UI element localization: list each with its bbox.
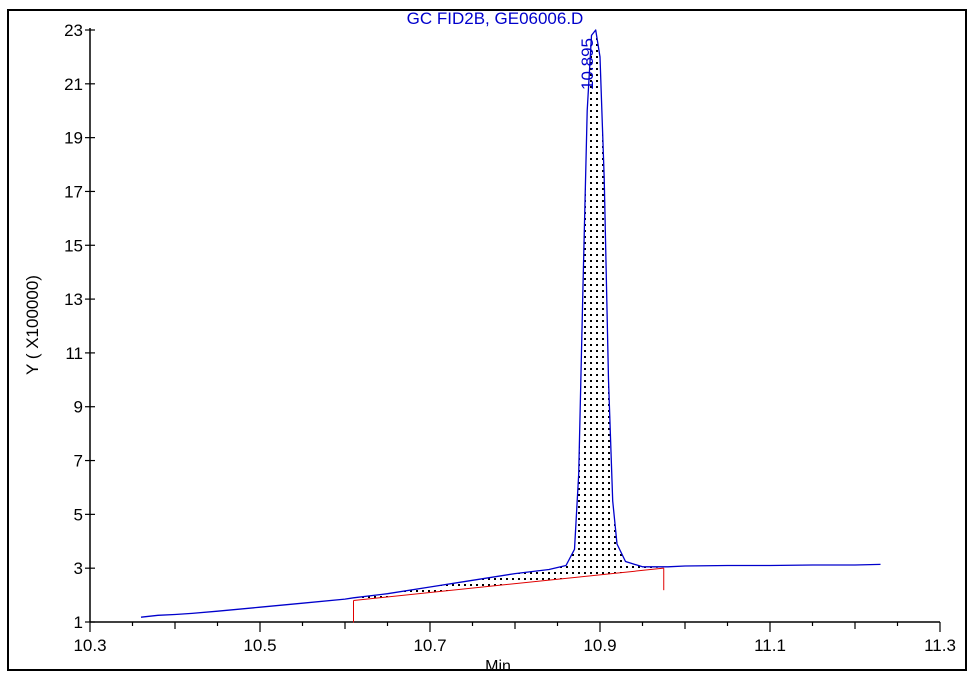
x-tick-label: 11.1	[754, 636, 786, 655]
integration-baseline	[353, 567, 664, 601]
y-tick-label: 13	[64, 290, 83, 309]
y-axis-label: Y ( X100000)	[23, 275, 42, 375]
y-tick-label: 11	[65, 344, 83, 363]
x-tick-label: 10.7	[413, 636, 446, 655]
y-tick-label: 15	[64, 236, 83, 255]
y-tick-label: 19	[64, 129, 83, 148]
y-tick-label: 21	[64, 75, 83, 94]
x-tick-label: 10.3	[73, 636, 106, 655]
y-tick-label: 1	[74, 613, 83, 632]
signal-trace	[140, 29, 881, 618]
plot-area: 10.895	[140, 29, 881, 623]
axes	[89, 28, 940, 623]
y-tick-label: 9	[74, 398, 83, 417]
integrated-peak-area	[353, 30, 664, 601]
x-tick-label: 11.3	[924, 636, 956, 655]
y-tick-label: 23	[64, 21, 83, 40]
peak-label: 10.895	[578, 38, 597, 90]
y-tick-label: 3	[74, 559, 83, 578]
x-ticks: 10.3 10.5 10.7 10.9 11.1 11.3	[73, 622, 956, 655]
chart-title: GC FID2B, GE06006.D	[407, 9, 584, 28]
y-tick-label: 7	[74, 452, 83, 471]
y-tick-label: 5	[74, 505, 83, 524]
x-tick-label: 10.9	[583, 636, 616, 655]
outer-frame	[7, 9, 967, 671]
x-tick-label: 10.5	[243, 636, 276, 655]
y-tick-label: 17	[64, 182, 83, 201]
x-axis-label: Min	[485, 658, 511, 675]
